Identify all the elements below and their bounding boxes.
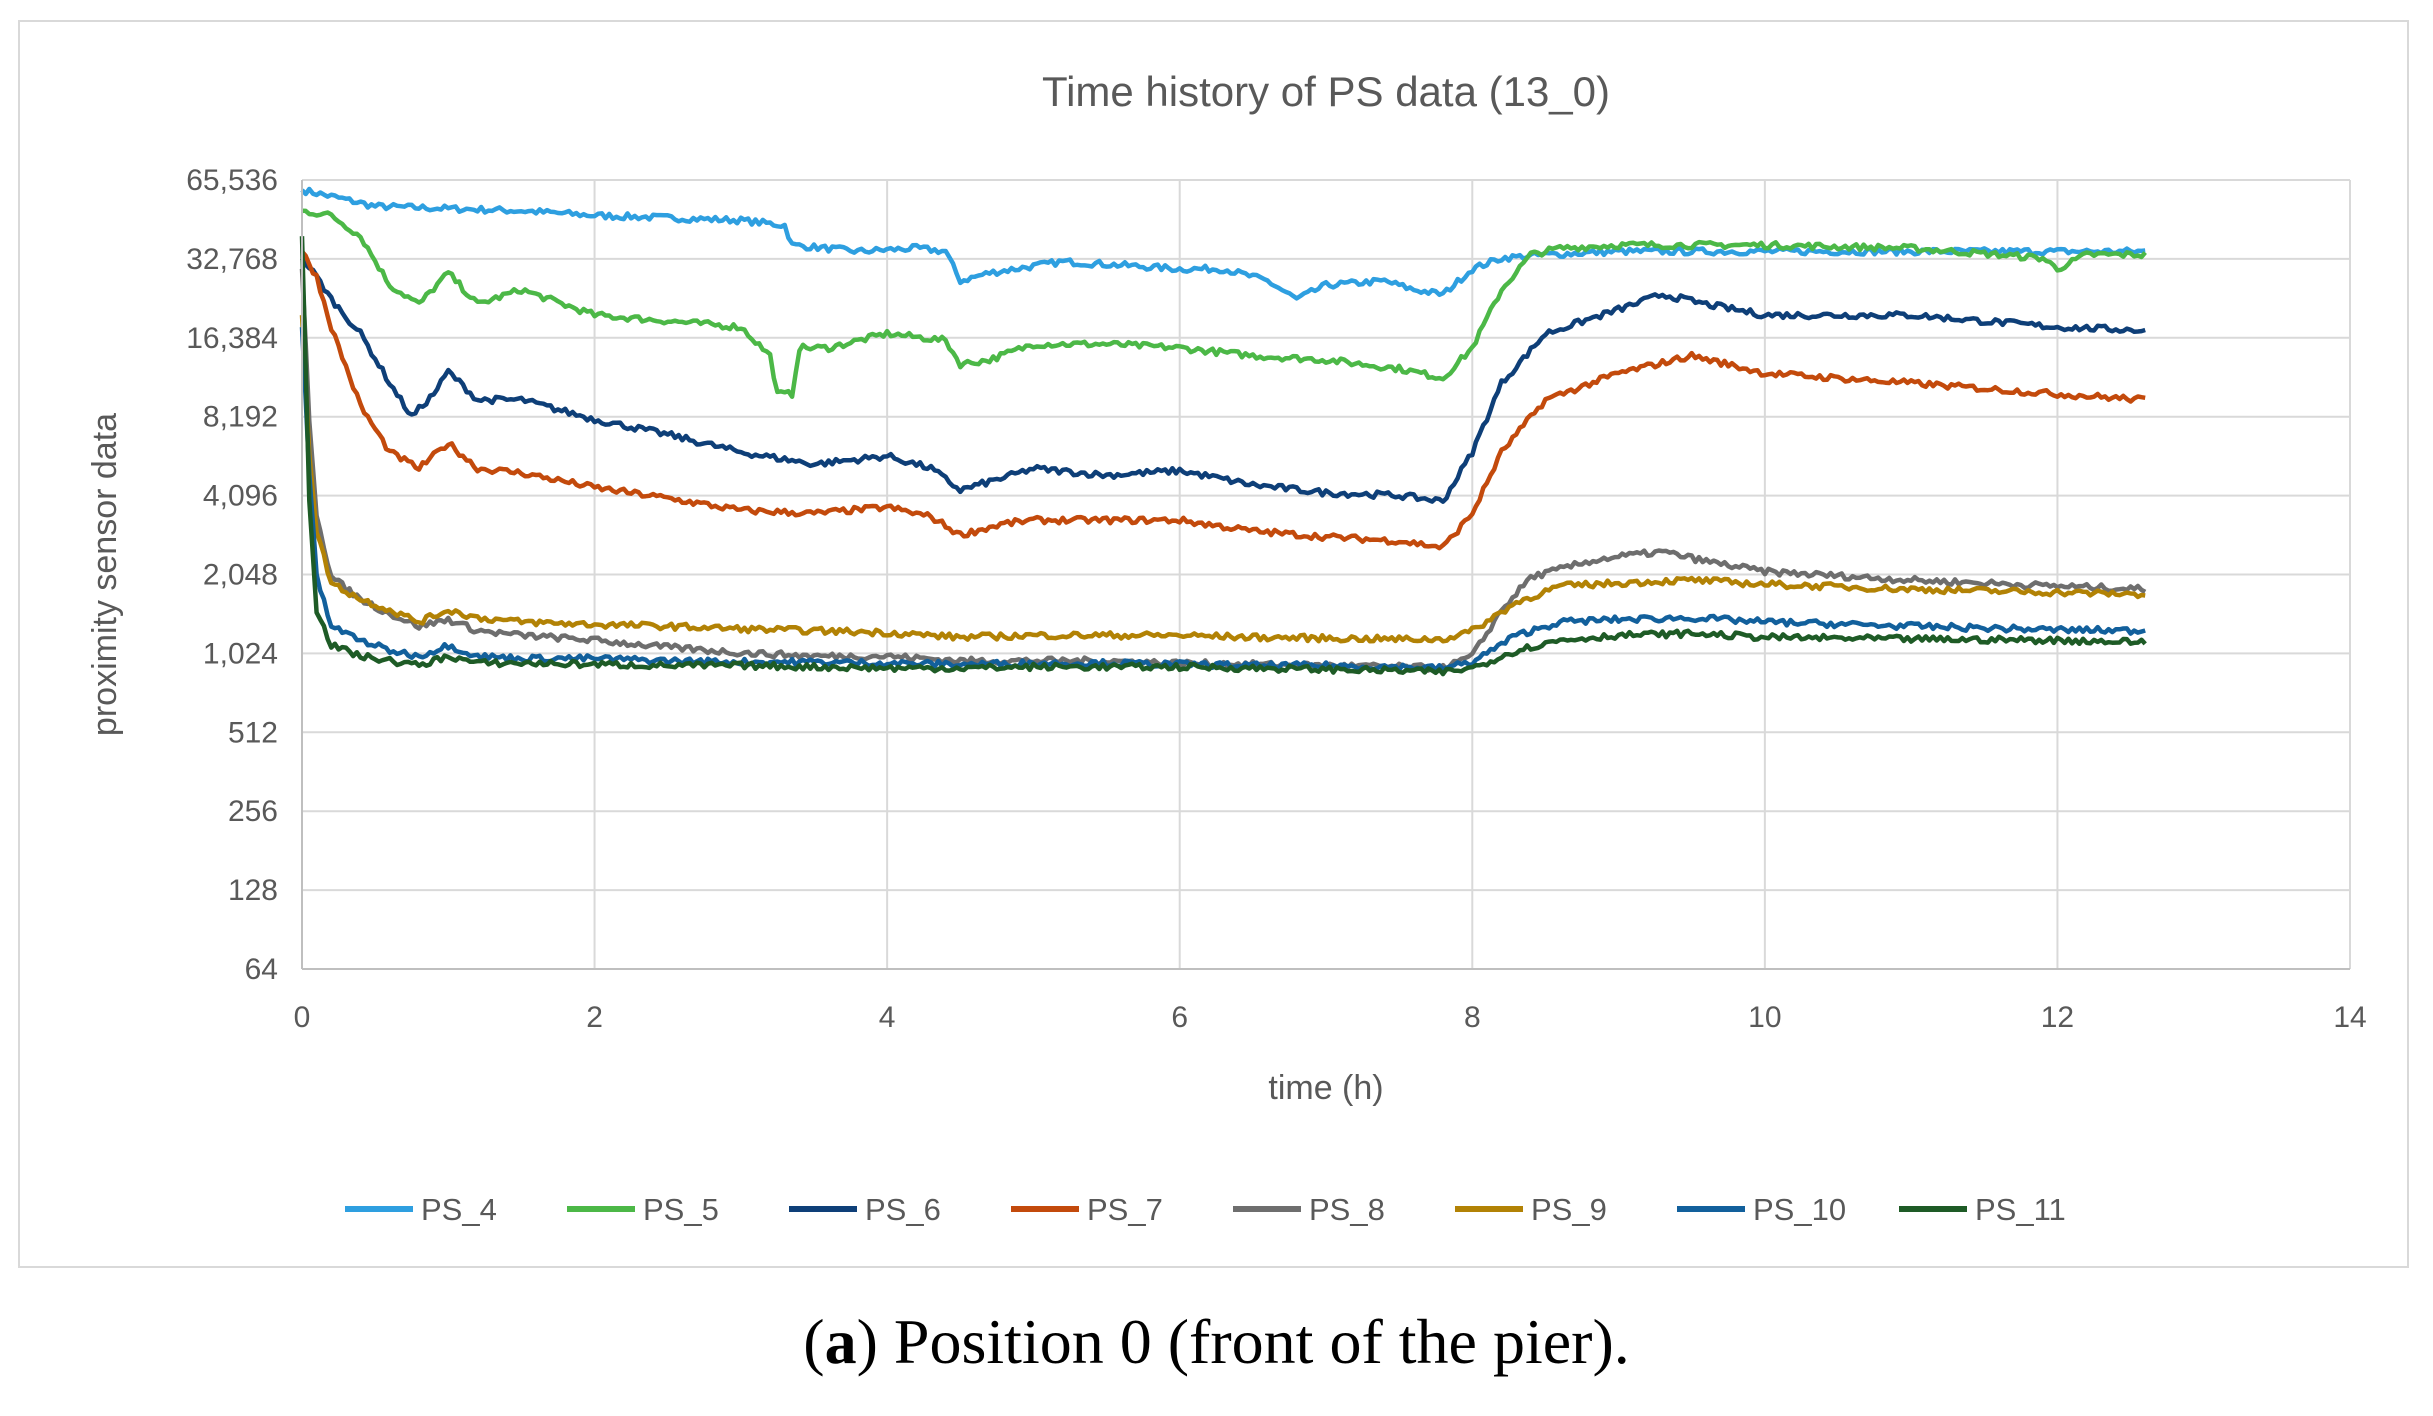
caption-label: a bbox=[824, 1306, 857, 1377]
y-tick-label: 1,024 bbox=[203, 637, 278, 670]
series-line-ps-9 bbox=[299, 314, 2146, 644]
figure-caption: (a) Position 0 (front of the pier). bbox=[803, 1306, 1630, 1377]
x-tick-label: 14 bbox=[2333, 1001, 2366, 1034]
legend-label: PS_5 bbox=[643, 1192, 719, 1227]
y-tick-label: 16,384 bbox=[186, 322, 278, 355]
legend-label: PS_8 bbox=[1309, 1192, 1385, 1227]
legend-label: PS_4 bbox=[421, 1192, 497, 1227]
series-line-ps-8 bbox=[299, 268, 2147, 673]
y-tick-label: 65,536 bbox=[186, 164, 278, 197]
legend-label: PS_11 bbox=[1975, 1192, 2066, 1227]
y-tick-label: 2,048 bbox=[203, 559, 278, 592]
series-line-ps-5 bbox=[301, 208, 2147, 399]
series-line-ps-4 bbox=[300, 186, 2146, 301]
chart-frame: 64 128 256 512 1,024 2,048 4,096 8,192 16,384 32,… bbox=[18, 20, 2409, 1268]
y-tick-label: 32,768 bbox=[186, 243, 278, 276]
x-tick-label: 6 bbox=[1171, 1001, 1188, 1034]
x-tick-label: 8 bbox=[1464, 1001, 1481, 1034]
y-tick-label: 512 bbox=[228, 716, 278, 749]
legend-label: PS_9 bbox=[1531, 1192, 1607, 1227]
legend-label: PS_7 bbox=[1087, 1192, 1163, 1227]
y-tick-label: 64 bbox=[245, 953, 278, 986]
series-line-ps-7 bbox=[300, 249, 2146, 551]
y-tick-label: 256 bbox=[228, 795, 278, 828]
x-tick-label: 2 bbox=[586, 1001, 603, 1034]
y-tick-label: 4,096 bbox=[203, 480, 278, 513]
chart-svg: 641282565121,0242,0484,0968,19216,38432,… bbox=[86, 68, 2367, 1227]
y-tick-label: 128 bbox=[228, 874, 278, 907]
x-tick-label: 10 bbox=[1748, 1001, 1781, 1034]
chart-title: Time history of PS data (13_0) bbox=[1042, 68, 1610, 115]
legend-label: PS_10 bbox=[1753, 1192, 1846, 1227]
series-line-ps-6 bbox=[300, 256, 2146, 504]
series-line-ps-11 bbox=[299, 236, 2147, 677]
x-tick-label: 0 bbox=[294, 1001, 311, 1034]
x-tick-label: 12 bbox=[2041, 1001, 2074, 1034]
caption-text: Position 0 (front of the pier). bbox=[877, 1306, 1630, 1377]
y-axis-label: proximity sensor data bbox=[86, 413, 124, 736]
legend-label: PS_6 bbox=[865, 1192, 941, 1227]
x-axis-label: time (h) bbox=[1268, 1069, 1383, 1107]
y-tick-label: 8,192 bbox=[203, 401, 278, 434]
x-tick-label: 4 bbox=[879, 1001, 896, 1034]
series-line-ps-10 bbox=[299, 326, 2146, 673]
